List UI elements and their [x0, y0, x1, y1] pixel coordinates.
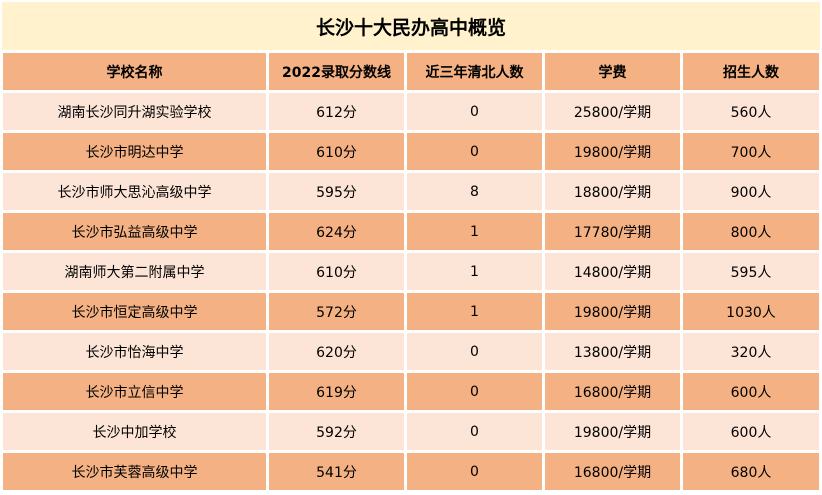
cell-enrollment: 680人: [683, 453, 819, 490]
cell-admission-score: 610分: [269, 133, 404, 170]
cell-enrollment: 800人: [683, 213, 819, 250]
cell-admission-score: 624分: [269, 213, 404, 250]
cell-enrollment: 900人: [683, 173, 819, 210]
cell-enrollment: 560人: [683, 93, 819, 130]
cell-school-name: 长沙市恒定高级中学: [3, 293, 266, 330]
header-tuition: 学费: [545, 53, 680, 90]
table-row: 湖南师大第二附属中学 610分 1 14800/学期 595人: [3, 253, 819, 290]
cell-tuition: 16800/学期: [545, 373, 680, 410]
cell-school-name: 长沙市立信中学: [3, 373, 266, 410]
header-admission-score: 2022录取分数线: [269, 53, 404, 90]
schools-table: 学校名称 2022录取分数线 近三年清北人数 学费 招生人数 湖南长沙同升湖实验学校 61…: [0, 50, 822, 493]
cell-tsinghua-pku-count: 1: [407, 253, 542, 290]
header-tsinghua-pku-count: 近三年清北人数: [407, 53, 542, 90]
cell-admission-score: 595分: [269, 173, 404, 210]
cell-school-name: 长沙中加学校: [3, 413, 266, 450]
table-row: 长沙市师大思沁高级中学 595分 8 18800/学期 900人: [3, 173, 819, 210]
cell-enrollment: 1030人: [683, 293, 819, 330]
cell-tuition: 19800/学期: [545, 293, 680, 330]
table-row: 长沙市弘益高级中学 624分 1 17780/学期 800人: [3, 213, 819, 250]
cell-admission-score: 612分: [269, 93, 404, 130]
cell-admission-score: 572分: [269, 293, 404, 330]
header-school-name: 学校名称: [3, 53, 266, 90]
cell-tsinghua-pku-count: 8: [407, 173, 542, 210]
table-row: 长沙市恒定高级中学 572分 1 19800/学期 1030人: [3, 293, 819, 330]
cell-admission-score: 620分: [269, 333, 404, 370]
cell-school-name: 长沙市芙蓉高级中学: [3, 453, 266, 490]
cell-admission-score: 610分: [269, 253, 404, 290]
cell-admission-score: 592分: [269, 413, 404, 450]
table-row: 长沙市明达中学 610分 0 19800/学期 700人: [3, 133, 819, 170]
cell-tuition: 25800/学期: [545, 93, 680, 130]
cell-school-name: 长沙市怡海中学: [3, 333, 266, 370]
table-row: 湖南长沙同升湖实验学校 612分 0 25800/学期 560人: [3, 93, 819, 130]
cell-tsinghua-pku-count: 1: [407, 213, 542, 250]
cell-admission-score: 541分: [269, 453, 404, 490]
cell-enrollment: 600人: [683, 373, 819, 410]
cell-admission-score: 619分: [269, 373, 404, 410]
cell-school-name: 湖南长沙同升湖实验学校: [3, 93, 266, 130]
cell-tuition: 19800/学期: [545, 133, 680, 170]
cell-tsinghua-pku-count: 0: [407, 333, 542, 370]
cell-tuition: 19800/学期: [545, 413, 680, 450]
cell-tuition: 17780/学期: [545, 213, 680, 250]
cell-tuition: 18800/学期: [545, 173, 680, 210]
cell-enrollment: 595人: [683, 253, 819, 290]
cell-school-name: 长沙市明达中学: [3, 133, 266, 170]
cell-enrollment: 700人: [683, 133, 819, 170]
table-row: 长沙市怡海中学 620分 0 13800/学期 320人: [3, 333, 819, 370]
cell-tsinghua-pku-count: 0: [407, 93, 542, 130]
cell-school-name: 湖南师大第二附属中学: [3, 253, 266, 290]
table-row: 长沙市芙蓉高级中学 541分 0 16800/学期 680人: [3, 453, 819, 490]
cell-tsinghua-pku-count: 0: [407, 133, 542, 170]
cell-school-name: 长沙市师大思沁高级中学: [3, 173, 266, 210]
cell-tsinghua-pku-count: 0: [407, 413, 542, 450]
table-title: 长沙十大民办高中概览: [2, 2, 820, 50]
header-enrollment: 招生人数: [683, 53, 819, 90]
cell-school-name: 长沙市弘益高级中学: [3, 213, 266, 250]
table-row: 长沙市立信中学 619分 0 16800/学期 600人: [3, 373, 819, 410]
cell-enrollment: 600人: [683, 413, 819, 450]
table-row: 长沙中加学校 592分 0 19800/学期 600人: [3, 413, 819, 450]
cell-enrollment: 320人: [683, 333, 819, 370]
header-row: 学校名称 2022录取分数线 近三年清北人数 学费 招生人数: [3, 53, 819, 90]
cell-tsinghua-pku-count: 0: [407, 453, 542, 490]
cell-tsinghua-pku-count: 1: [407, 293, 542, 330]
cell-tuition: 13800/学期: [545, 333, 680, 370]
cell-tuition: 14800/学期: [545, 253, 680, 290]
cell-tuition: 16800/学期: [545, 453, 680, 490]
cell-tsinghua-pku-count: 0: [407, 373, 542, 410]
